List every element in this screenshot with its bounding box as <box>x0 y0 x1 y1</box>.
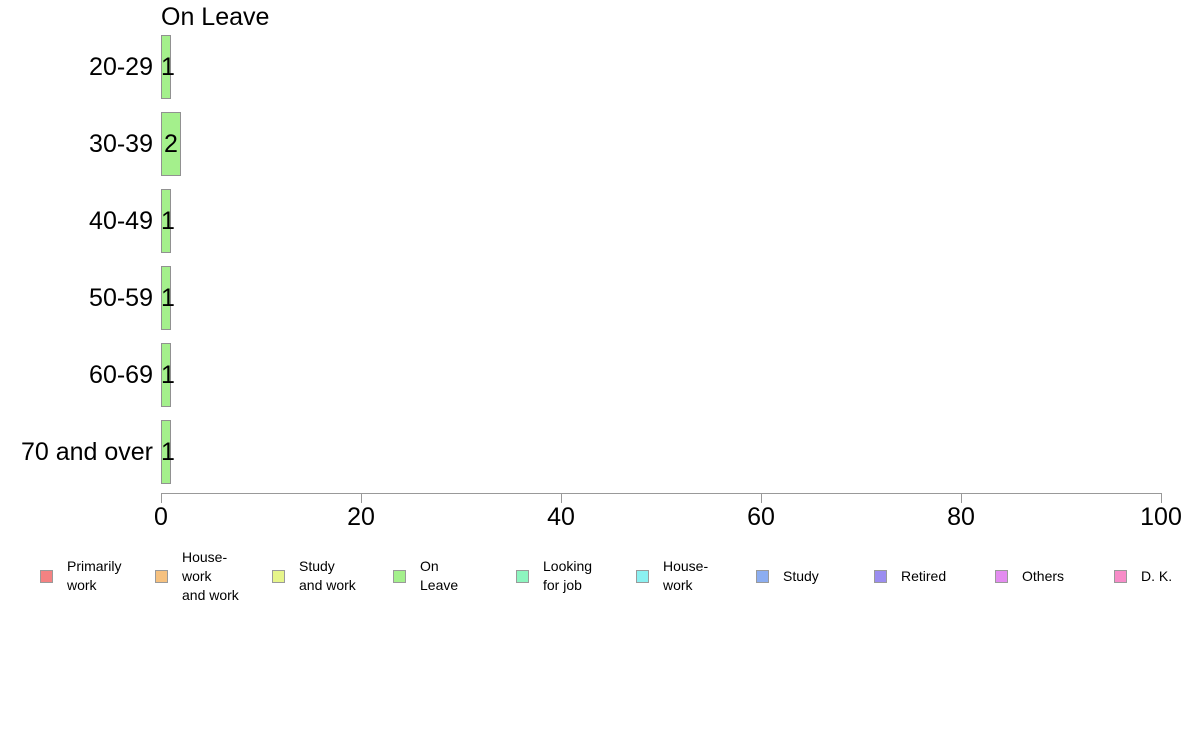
legend-swatch-icon <box>995 569 1008 583</box>
bar <box>161 420 171 484</box>
x-tick-mark <box>1161 493 1162 503</box>
category-label: 30-39 <box>89 130 153 158</box>
value-label: 1 <box>161 361 175 389</box>
legend-item: D. K. <box>1114 545 1172 607</box>
value-label: 2 <box>164 130 178 158</box>
legend-swatch-icon <box>1114 569 1127 583</box>
legend-swatch-icon <box>756 569 769 583</box>
legend-item: Study <box>756 545 819 607</box>
legend-item: Primarily work <box>40 545 121 607</box>
x-tick-mark <box>761 493 762 503</box>
bar <box>161 189 171 253</box>
legend-item: Others <box>995 545 1064 607</box>
bar <box>161 35 171 99</box>
x-tick-mark <box>361 493 362 503</box>
bar <box>161 343 171 407</box>
legend-label: House- work <box>663 558 709 593</box>
legend-label: Primarily work <box>67 558 122 593</box>
legend-item: House- work <box>636 545 708 607</box>
legend-label: Looking for job <box>543 558 593 593</box>
legend-item: Retired <box>874 545 946 607</box>
x-axis-line <box>161 493 1162 494</box>
value-label: 1 <box>161 284 175 312</box>
legend-label: Others <box>1022 567 1065 584</box>
x-tick-mark <box>961 493 962 503</box>
category-label: 40-49 <box>89 207 153 235</box>
legend-label: House- work and work <box>182 548 239 603</box>
legend-item: Study and work <box>272 545 356 607</box>
bar <box>161 112 181 176</box>
category-label: 70 and over <box>20 438 153 466</box>
legend-swatch-icon <box>516 569 529 583</box>
legend-label: Study and work <box>299 558 356 593</box>
category-label: 20-29 <box>89 53 153 81</box>
chart-title: On Leave <box>161 3 270 31</box>
legend-swatch-icon <box>636 569 649 583</box>
x-tick-label: 80 <box>947 503 975 531</box>
bar <box>161 266 171 330</box>
legend-label: Study <box>783 567 819 584</box>
value-label: 1 <box>161 438 175 466</box>
legend-label: D. K. <box>1141 567 1173 584</box>
x-tick-label: 60 <box>747 503 775 531</box>
category-label: 60-69 <box>89 361 153 389</box>
x-tick-mark <box>561 493 562 503</box>
legend-label: Retired <box>901 567 947 584</box>
x-tick-label: 40 <box>547 503 575 531</box>
legend-swatch-icon <box>393 569 406 583</box>
x-tick-label: 20 <box>347 503 375 531</box>
legend-swatch-icon <box>874 569 887 583</box>
legend-item: Looking for job <box>516 545 592 607</box>
category-label: 50-59 <box>89 284 153 312</box>
legend-swatch-icon <box>155 569 168 583</box>
value-label: 1 <box>161 53 175 81</box>
x-tick-label: 100 <box>1140 503 1182 531</box>
legend-item: House- work and work <box>155 545 239 607</box>
x-tick-mark <box>161 493 162 503</box>
value-label: 1 <box>161 207 175 235</box>
x-tick-label: 0 <box>154 503 168 531</box>
legend-label: On Leave <box>420 558 459 593</box>
legend-swatch-icon <box>272 569 285 583</box>
legend-swatch-icon <box>40 569 53 583</box>
legend-item: On Leave <box>393 545 458 607</box>
